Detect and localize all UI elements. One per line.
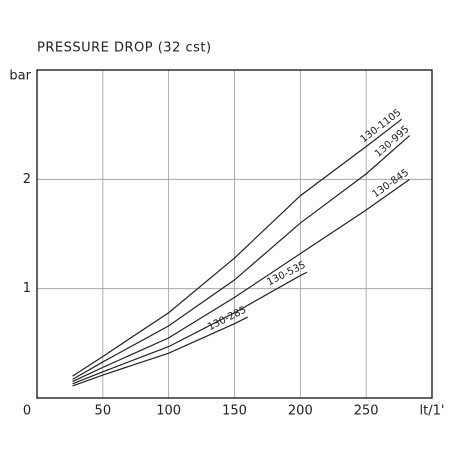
curve: [72, 271, 308, 385]
x-tick-label: 50: [95, 404, 112, 419]
x-tick-label: 0: [23, 404, 31, 419]
curve: [72, 118, 403, 377]
x-tick-label: 200: [288, 404, 313, 419]
curve: [72, 178, 410, 383]
y-tick-label: bar: [9, 69, 31, 84]
x-tick-label: 250: [354, 404, 379, 419]
y-tick-label: 2: [23, 172, 31, 187]
chart-title: PRESSURE DROP (32 cst): [37, 41, 212, 56]
curve: [72, 316, 248, 387]
curve-label: 130-845: [371, 167, 412, 200]
curve-label: 130-285: [206, 305, 248, 333]
curve: [72, 135, 411, 380]
x-tick-label: 100: [156, 404, 181, 419]
y-tick-label: 1: [23, 281, 31, 296]
x-tick-label: lt/1': [420, 404, 445, 419]
x-tick-label: 150: [222, 404, 247, 419]
plot-frame: [36, 69, 433, 399]
